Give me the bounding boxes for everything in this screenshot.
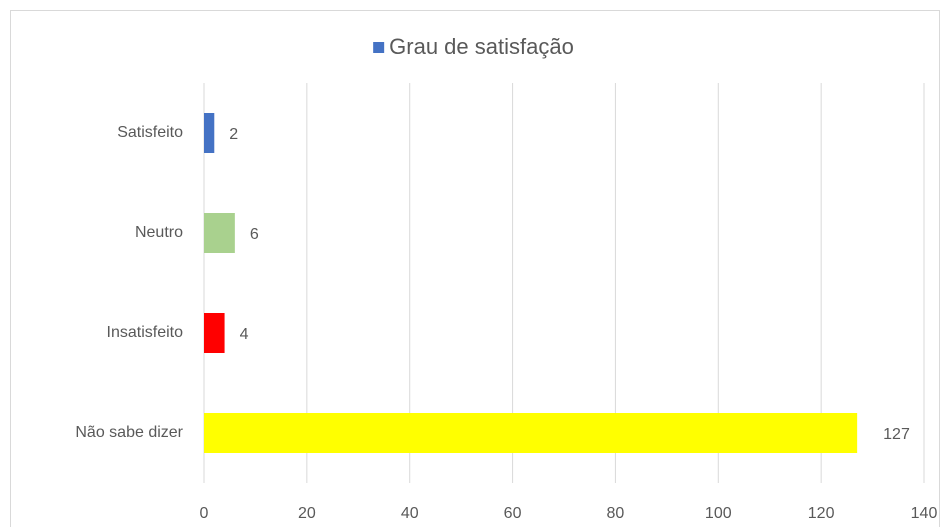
bar <box>204 113 215 153</box>
x-tick-label: 40 <box>401 505 419 522</box>
x-tick-label: 0 <box>200 505 209 522</box>
legend-swatch <box>373 42 385 53</box>
y-tick-label: Não sabe dizer <box>75 424 183 441</box>
x-tick-label: 60 <box>504 505 522 522</box>
y-tick-label: Neutro <box>135 224 183 241</box>
bar <box>204 413 858 453</box>
bar <box>204 213 235 253</box>
x-tick-label: 140 <box>911 505 938 522</box>
data-label: 2 <box>229 126 238 143</box>
x-tick-label: 100 <box>705 505 732 522</box>
data-label: 4 <box>240 326 249 343</box>
data-label: 127 <box>883 426 910 443</box>
y-tick-label: Insatisfeito <box>107 324 184 341</box>
y-tick-label: Satisfeito <box>117 124 183 141</box>
data-label: 6 <box>250 226 259 243</box>
x-tick-label: 80 <box>607 505 625 522</box>
x-tick-label: 20 <box>298 505 316 522</box>
x-tick-label: 120 <box>808 505 835 522</box>
bar <box>204 313 225 353</box>
legend-label: Grau de satisfação <box>389 34 574 59</box>
